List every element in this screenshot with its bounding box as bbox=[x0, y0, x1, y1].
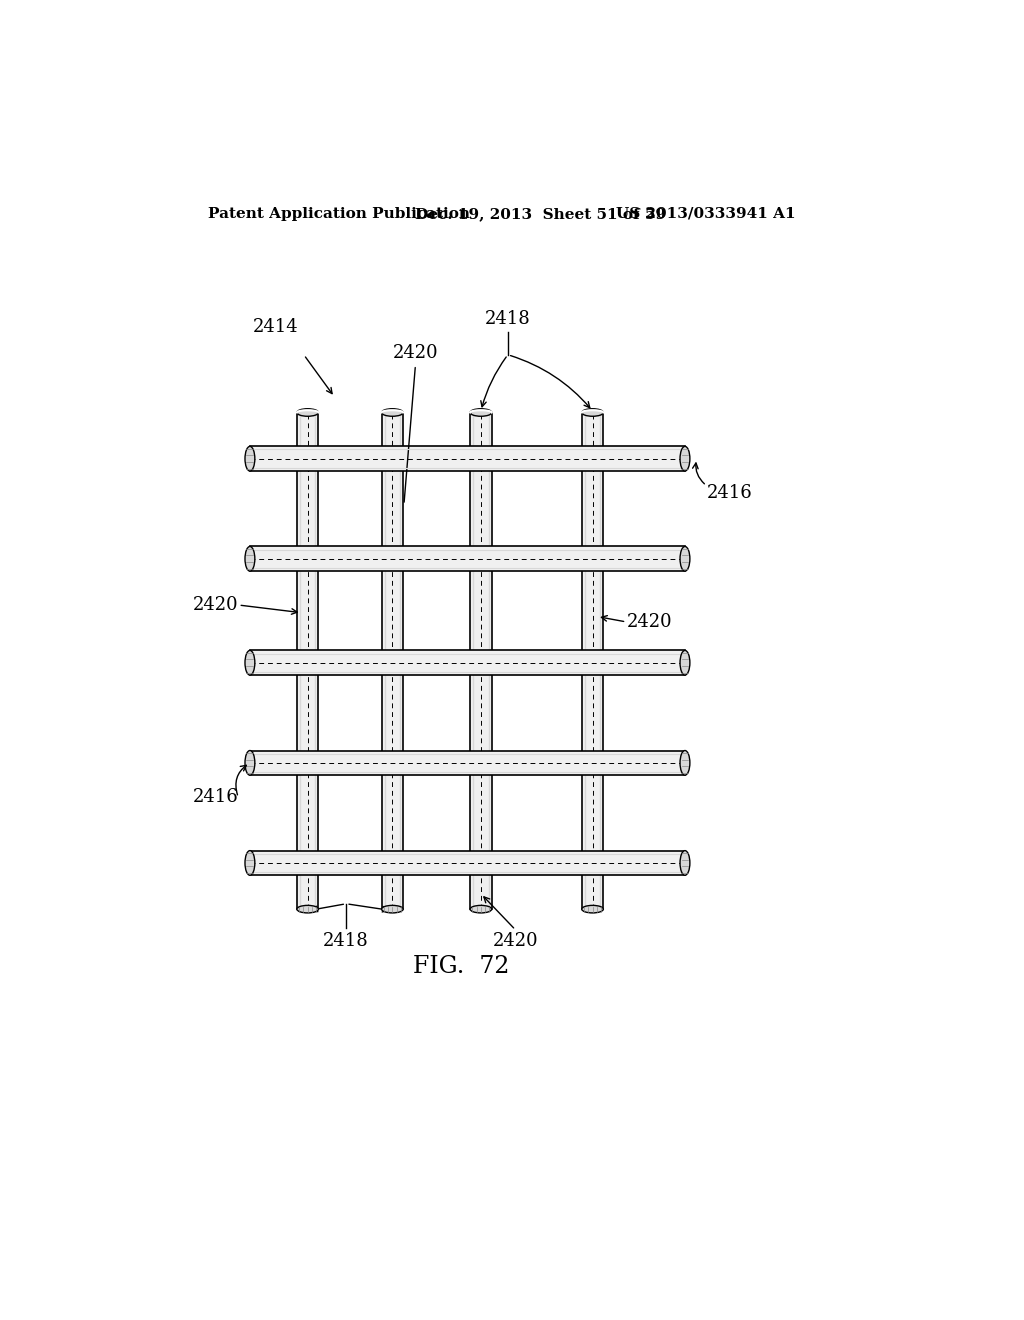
Bar bbox=[250, 651, 685, 675]
Ellipse shape bbox=[382, 906, 403, 913]
Ellipse shape bbox=[245, 651, 255, 675]
Ellipse shape bbox=[470, 409, 492, 416]
Bar bbox=[382, 413, 403, 909]
Text: 2420: 2420 bbox=[627, 612, 672, 631]
Text: FIG.  72: FIG. 72 bbox=[414, 956, 510, 978]
Ellipse shape bbox=[582, 906, 603, 913]
Bar bbox=[250, 850, 685, 875]
Bar bbox=[582, 413, 603, 909]
Ellipse shape bbox=[245, 446, 255, 471]
Text: 2420: 2420 bbox=[392, 345, 438, 363]
Ellipse shape bbox=[680, 446, 690, 471]
Ellipse shape bbox=[680, 850, 690, 875]
Text: US 2013/0333941 A1: US 2013/0333941 A1 bbox=[615, 207, 796, 220]
Ellipse shape bbox=[680, 751, 690, 775]
Bar bbox=[470, 413, 492, 909]
Bar bbox=[250, 446, 685, 471]
Text: Patent Application Publication: Patent Application Publication bbox=[208, 207, 470, 220]
Bar bbox=[250, 751, 685, 775]
Ellipse shape bbox=[582, 409, 603, 416]
Ellipse shape bbox=[297, 409, 318, 416]
Ellipse shape bbox=[245, 850, 255, 875]
Ellipse shape bbox=[680, 546, 690, 572]
Ellipse shape bbox=[382, 409, 403, 416]
Bar bbox=[297, 413, 318, 909]
Text: 2420: 2420 bbox=[493, 932, 539, 950]
Text: 2420: 2420 bbox=[193, 597, 239, 614]
Text: 2416: 2416 bbox=[193, 788, 239, 807]
Text: Dec. 19, 2013  Sheet 51 of 59: Dec. 19, 2013 Sheet 51 of 59 bbox=[416, 207, 667, 220]
Text: 2416: 2416 bbox=[707, 484, 753, 503]
Ellipse shape bbox=[470, 906, 492, 913]
Text: 2418: 2418 bbox=[485, 310, 530, 327]
Ellipse shape bbox=[245, 751, 255, 775]
Text: 2418: 2418 bbox=[324, 932, 369, 950]
FancyArrowPatch shape bbox=[236, 766, 247, 795]
Ellipse shape bbox=[297, 906, 318, 913]
Ellipse shape bbox=[680, 651, 690, 675]
Text: 2414: 2414 bbox=[253, 318, 298, 335]
Ellipse shape bbox=[245, 546, 255, 572]
Bar bbox=[250, 546, 685, 572]
